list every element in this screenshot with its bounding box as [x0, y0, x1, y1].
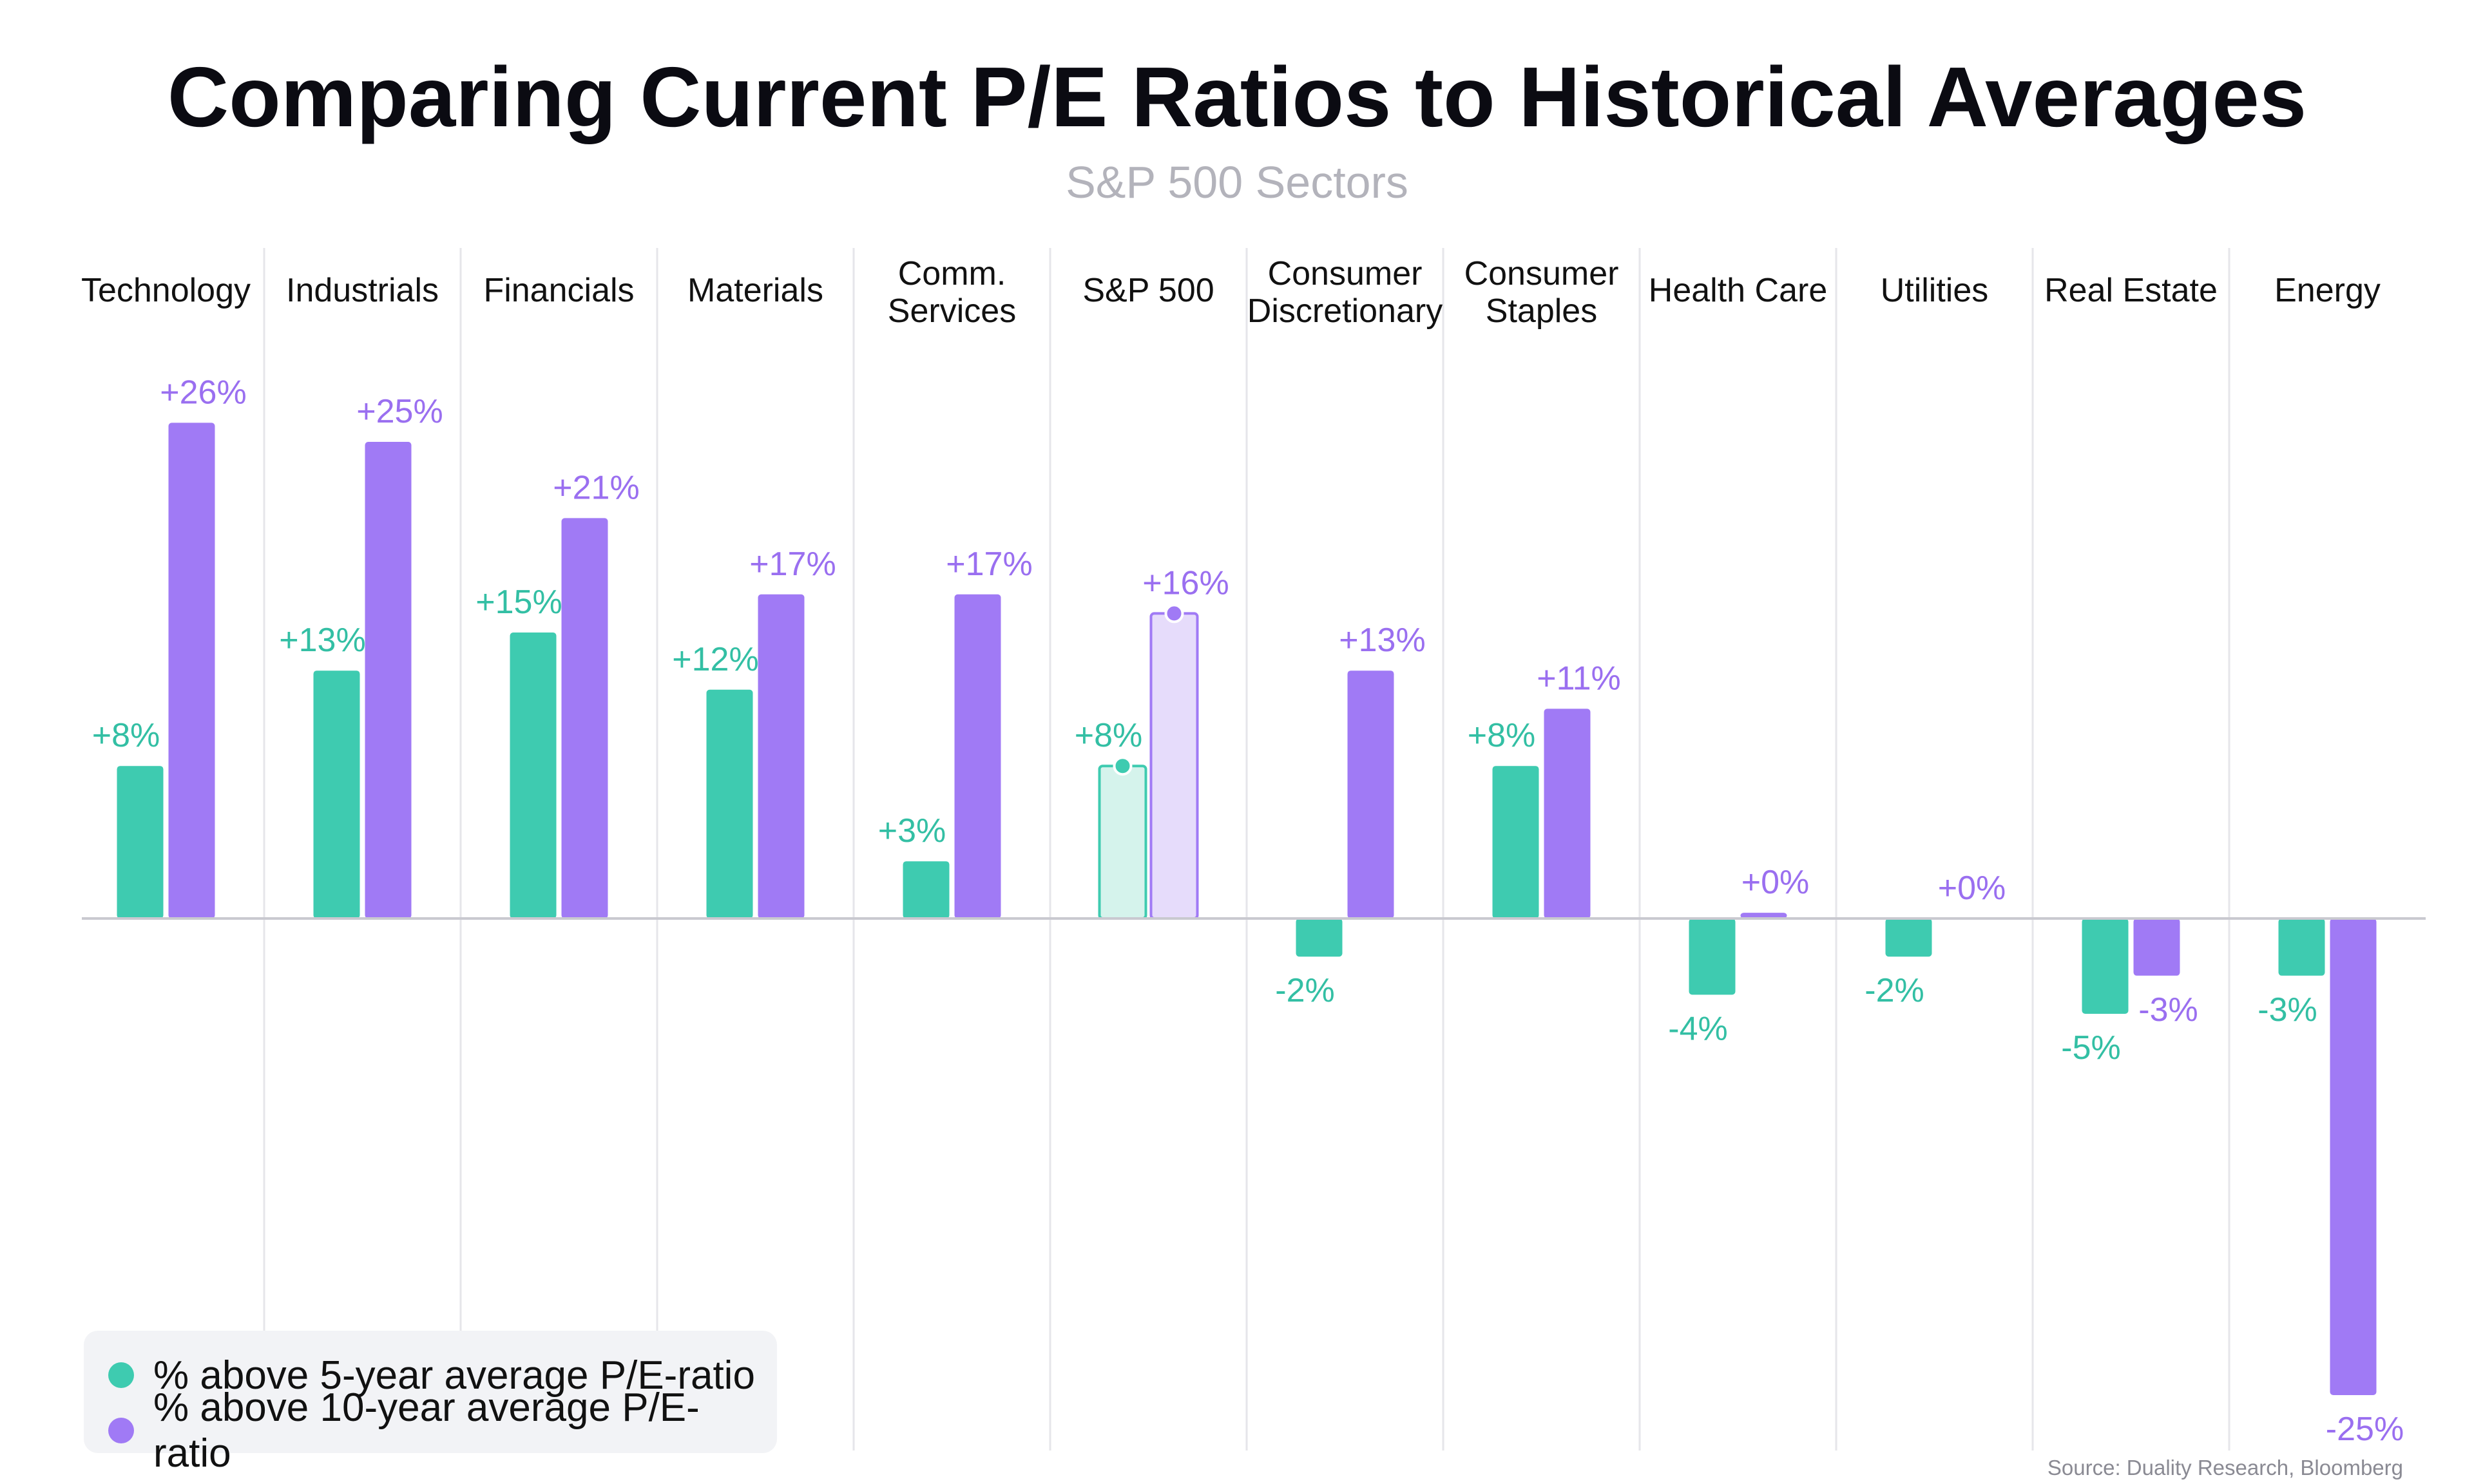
bar-five-year [2082, 918, 2129, 1014]
data-label: +8% [92, 717, 160, 754]
data-label: +11% [1537, 660, 1621, 697]
bar-ten-year [561, 518, 608, 918]
data-label: +21% [553, 469, 639, 506]
data-label: -25% [2326, 1411, 2404, 1448]
legend-dot-ten-year [108, 1418, 134, 1443]
category-label: S&P 500 [1082, 272, 1214, 309]
bar-five-year [510, 633, 557, 918]
data-label: -3% [2258, 991, 2317, 1029]
bar-ten-year [1149, 612, 1199, 920]
data-label: -2% [1275, 972, 1334, 1009]
data-label: +0% [1938, 870, 2006, 907]
bar-five-year [1296, 918, 1343, 957]
data-label: +25% [356, 393, 443, 430]
legend-dot-five-year [108, 1362, 134, 1388]
data-label: -2% [1865, 972, 1924, 1009]
category-label: Staples [1486, 292, 1597, 330]
bar-ten-year [954, 594, 1001, 918]
category-label: Industrials [286, 272, 439, 309]
data-label: +16% [1142, 564, 1229, 602]
category-label: Utilities [1881, 272, 1989, 309]
chart-subtitle: S&P 500 Sectors [1066, 157, 1408, 207]
category-label: Real Estate [2044, 272, 2218, 309]
bar-five-year [1098, 765, 1147, 920]
legend-item-ten-year: % above 10-year average P/E-ratio [108, 1385, 777, 1476]
data-label: +12% [672, 641, 758, 678]
data-label: +3% [878, 812, 946, 850]
category-label: Technology [81, 272, 251, 309]
bar-five-year [1492, 766, 1539, 918]
data-label: +13% [1339, 622, 1425, 659]
bar-five-year [313, 671, 360, 918]
category-label: Consumer [1464, 255, 1619, 292]
category-label: Financials [483, 272, 634, 309]
bar-ten-year [1544, 709, 1591, 918]
category-label: Comm. [898, 255, 1006, 292]
bar-ten-year [1740, 913, 1787, 918]
bar-ten-year [2330, 918, 2377, 1395]
bar-marker-dot [1164, 604, 1184, 623]
bar-five-year [117, 766, 164, 918]
category-label: Consumer [1268, 255, 1423, 292]
bar-five-year [903, 861, 950, 918]
legend-item-five-year: % above 5-year average P/E-ratio [108, 1347, 777, 1403]
category-label: Health Care [1649, 272, 1827, 309]
grid-layer [263, 248, 2230, 1451]
data-label: +26% [160, 374, 246, 411]
data-label: +17% [946, 546, 1032, 583]
legend-label-five-year: % above 5-year average P/E-ratio [153, 1353, 755, 1398]
data-label: -5% [2061, 1029, 2120, 1067]
bar-ten-year [365, 442, 412, 918]
source-note: Source: Duality Research, Bloomberg [2047, 1456, 2403, 1479]
bar-ten-year [758, 594, 805, 918]
data-label: +8% [1468, 717, 1536, 754]
bar-ten-year [1347, 671, 1394, 918]
bar-ten-year [2133, 918, 2180, 976]
bars-layer [82, 423, 2426, 1395]
data-label: -4% [1668, 1010, 1727, 1047]
data-label: +17% [749, 546, 836, 583]
bar-marker-dot [1113, 756, 1133, 776]
legend: % above 5-year average P/E-ratio % above… [84, 1331, 777, 1476]
category-label: Energy [2274, 272, 2381, 309]
data-label: +13% [279, 622, 365, 659]
data-label: +8% [1075, 717, 1143, 754]
data-label: +0% [1741, 864, 1810, 901]
bar-five-year [1689, 918, 1736, 995]
bar-five-year [706, 689, 753, 918]
category-label: Discretionary [1247, 292, 1443, 330]
data-label: -3% [2138, 991, 2198, 1029]
category-label: Materials [687, 272, 823, 309]
labels-layer: Technology Industrials Financials Materials… [81, 255, 2404, 1448]
legend-label-ten-year: % above 10-year average P/E-ratio [153, 1385, 700, 1476]
bar-five-year [1885, 918, 1932, 957]
data-label: +15% [475, 584, 562, 621]
category-label: Services [888, 292, 1016, 330]
bar-ten-year [168, 423, 215, 918]
chart-title: Comparing Current P/E Ratios to Historic… [168, 50, 2306, 144]
bar-five-year [2278, 918, 2325, 976]
